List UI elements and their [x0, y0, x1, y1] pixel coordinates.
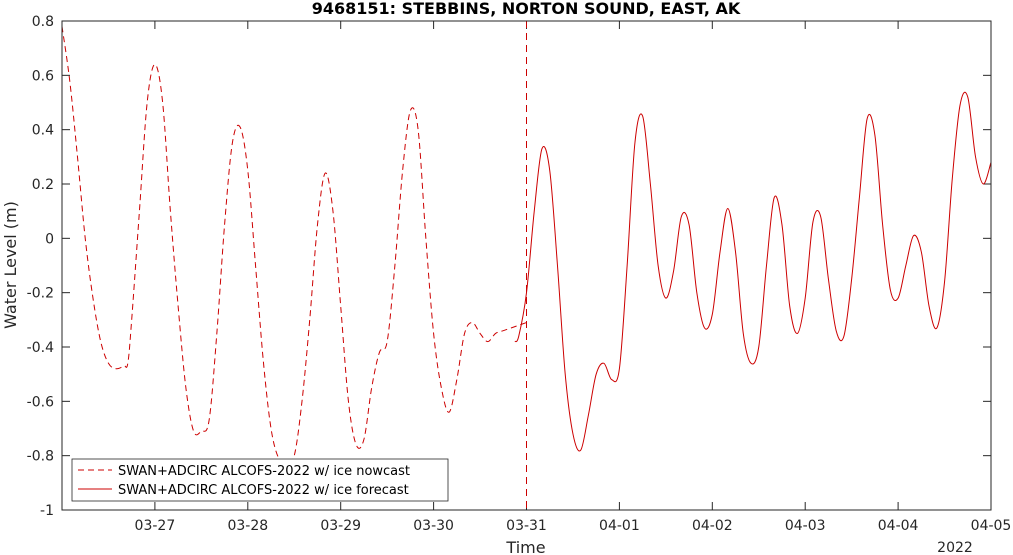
series-lines [61, 26, 992, 463]
x-tick-label: 04-03 [785, 518, 826, 534]
x-axis-label: Time [505, 538, 545, 555]
x-tick-label: 03-30 [413, 518, 454, 534]
y-tick-label: 0.6 [32, 68, 54, 84]
x-tick-label: 04-05 [971, 518, 1012, 534]
x-tick-label: 03-29 [320, 518, 361, 534]
forecast-series-line [514, 91, 992, 452]
legend: SWAN+ADCIRC ALCOFS-2022 w/ ice nowcast S… [71, 458, 449, 502]
y-tick-label: 0 [45, 231, 54, 247]
x-tick-label: 04-04 [878, 518, 919, 534]
y-tick-label: 0.4 [32, 123, 54, 139]
axis-ticks: 03-27 03-28 03-29 03-30 03-31 04-01 04-02 04-03… [27, 14, 1012, 534]
x-tick-label: 04-02 [692, 518, 733, 534]
y-tick-label: -0.8 [27, 449, 54, 465]
y-axis-label: Water Level (m) [1, 201, 20, 329]
legend-label-forecast: SWAN+ADCIRC ALCOFS-2022 w/ ice forecast [118, 483, 409, 498]
x-axis-year-label: 2022 [937, 540, 973, 555]
x-tick-label: 03-28 [227, 518, 268, 534]
y-tick-label: -0.4 [27, 340, 54, 356]
y-tick-label: 0.8 [32, 14, 54, 30]
y-tick-label: 0.2 [32, 177, 54, 193]
x-tick-label: 03-31 [506, 518, 547, 534]
y-tick-label: -0.2 [27, 286, 54, 302]
y-tick-label: -1 [40, 503, 54, 519]
x-tick-label: 04-01 [599, 518, 640, 534]
legend-box [71, 458, 449, 502]
y-tick-label: -0.6 [27, 394, 54, 410]
plot-frame [61, 20, 992, 511]
nowcast-series-line [61, 26, 527, 463]
chart-title: 9468151: STEBBINS, NORTON SOUND, EAST, A… [312, 0, 741, 18]
legend-label-nowcast: SWAN+ADCIRC ALCOFS-2022 w/ ice nowcast [118, 464, 410, 479]
x-tick-label: 03-27 [135, 518, 176, 534]
